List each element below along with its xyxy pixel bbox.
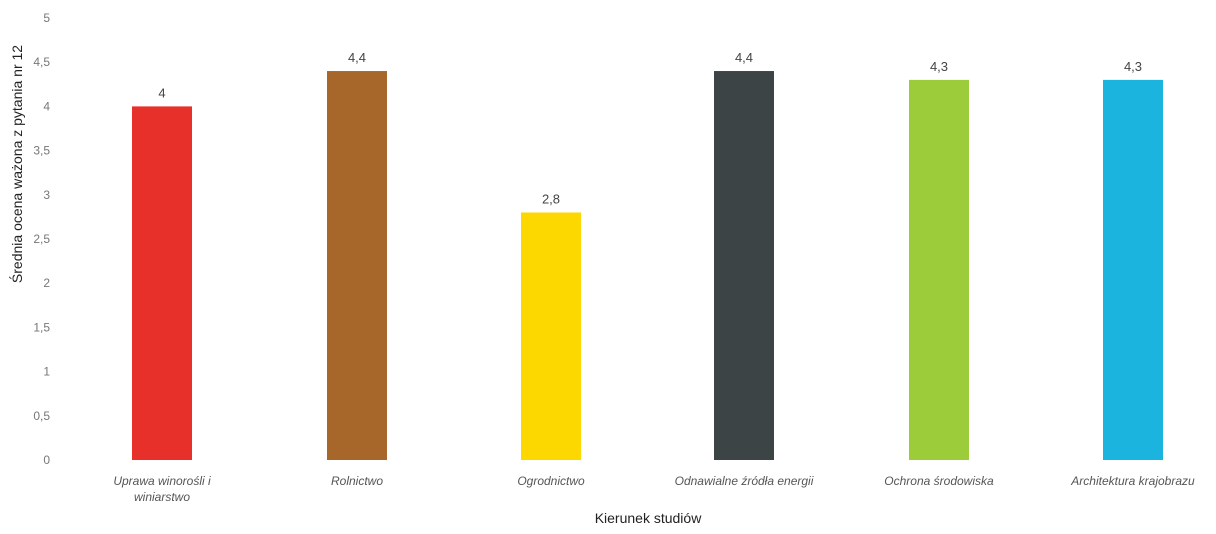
bar <box>1103 79 1163 460</box>
data-labels-group: 4 4,4 2,8 4,4 4,3 4,3 <box>158 50 1142 206</box>
x-category-label: Architektura krajobrazu <box>1070 474 1195 488</box>
y-tick-label: 1,5 <box>33 320 50 334</box>
x-axis-labels: Uprawa winorośli i winiarstwo Rolnictwo Ogr… <box>113 474 1195 504</box>
x-category-label-line: Odnawialne źródła energii <box>675 474 814 488</box>
x-category-label-line: Architektura krajobrazu <box>1070 474 1195 488</box>
bar <box>521 212 581 460</box>
x-category-label-line: Ochrona środowiska <box>884 474 994 488</box>
y-tick-label: 4,5 <box>33 55 50 69</box>
y-tick-label: 2,5 <box>33 232 50 246</box>
y-tick-label: 3 <box>43 188 50 202</box>
x-axis-title: Kierunek studiów <box>595 510 703 526</box>
y-tick-label: 2 <box>43 276 50 290</box>
data-label: 4 <box>158 85 165 100</box>
y-tick-label: 3,5 <box>33 144 50 158</box>
y-axis-ticks: 0 0,5 1 1,5 2 2,5 3 3,5 4 4,5 5 <box>33 11 50 467</box>
bar <box>132 106 192 461</box>
x-category-label-line: winiarstwo <box>134 490 190 504</box>
bars-group <box>132 71 1163 461</box>
data-label: 2,8 <box>542 191 560 206</box>
x-category-label: Ochrona środowiska <box>884 474 994 488</box>
y-tick-label: 5 <box>43 11 50 25</box>
bar <box>909 79 969 460</box>
bar <box>327 71 387 460</box>
x-category-label: Odnawialne źródła energii <box>675 474 814 488</box>
y-tick-label: 0,5 <box>33 409 50 423</box>
x-category-label-line: Ogrodnictwo <box>517 474 585 488</box>
y-axis-title: Średnia ocena ważona z pytania nr 12 <box>8 45 25 283</box>
data-label: 4,3 <box>930 59 948 74</box>
x-category-label: Rolnictwo <box>331 474 383 488</box>
bar <box>714 71 774 460</box>
data-label: 4,4 <box>348 50 366 65</box>
data-label: 4,4 <box>735 50 753 65</box>
x-category-label-line: Rolnictwo <box>331 474 383 488</box>
y-tick-label: 4 <box>43 99 50 113</box>
y-tick-label: 1 <box>43 365 50 379</box>
x-category-label-line: Uprawa winorośli i <box>113 474 211 488</box>
data-label: 4,3 <box>1124 59 1142 74</box>
x-category-label: Ogrodnictwo <box>517 474 585 488</box>
y-tick-label: 0 <box>43 453 50 467</box>
x-category-label: Uprawa winorośli i winiarstwo <box>113 474 211 504</box>
